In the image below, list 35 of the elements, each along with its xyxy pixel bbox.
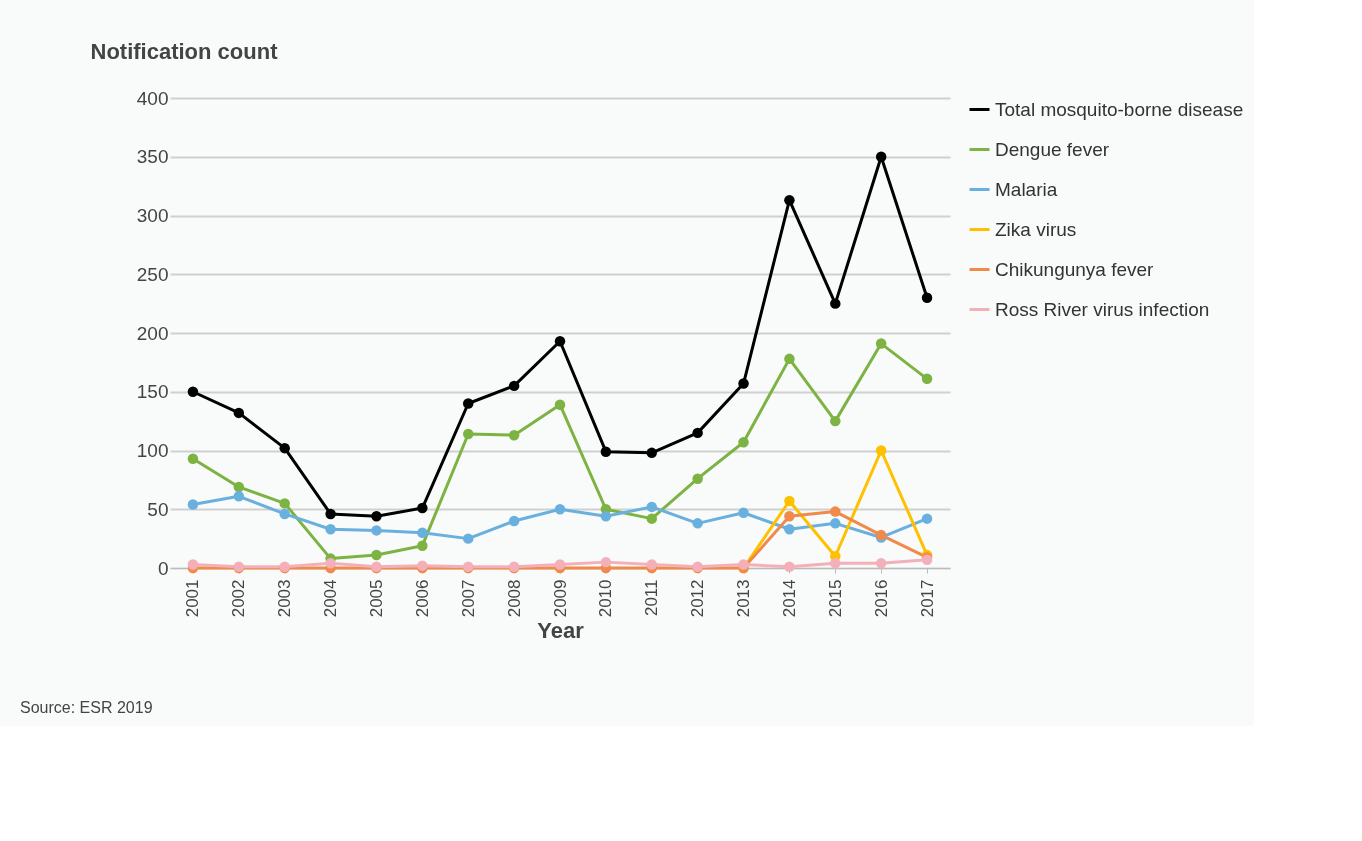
x-tick-label: 2007 bbox=[458, 579, 478, 618]
x-tick-label: 2016 bbox=[871, 579, 891, 618]
y-tick-label: 350 bbox=[136, 146, 169, 168]
x-axis-title: Year bbox=[537, 618, 585, 644]
source-note: Source: ESR 2019 bbox=[20, 699, 153, 716]
y-tick-label: 0 bbox=[157, 557, 169, 579]
y-tick-label: 150 bbox=[136, 381, 169, 403]
x-tick-label: 2006 bbox=[412, 579, 432, 618]
legend-label: Malaria bbox=[995, 178, 1058, 200]
x-tick-label: 2013 bbox=[734, 579, 754, 618]
y-tick-label: 400 bbox=[136, 87, 169, 109]
x-tick-label: 2012 bbox=[688, 579, 708, 618]
y-tick-label: 300 bbox=[136, 205, 169, 226]
x-tick-label: 2008 bbox=[504, 579, 524, 618]
y-tick-label: 250 bbox=[136, 263, 169, 285]
y-tick-label: 200 bbox=[136, 322, 169, 344]
x-tick-label: 2014 bbox=[779, 579, 799, 618]
x-tick-label: 2017 bbox=[917, 579, 937, 618]
x-tick-label: 2005 bbox=[366, 579, 386, 618]
x-tick-label: 2003 bbox=[275, 579, 295, 618]
legend-label: Zika virus bbox=[995, 218, 1077, 240]
x-tick-label: 2001 bbox=[183, 579, 203, 618]
x-tick-label: 2004 bbox=[321, 579, 341, 618]
x-tick-label: 2010 bbox=[596, 579, 616, 618]
x-tick-label: 2002 bbox=[229, 579, 249, 618]
x-tick-label: 2015 bbox=[825, 579, 845, 618]
legend-label: Total mosquito-borne disease bbox=[995, 98, 1244, 120]
legend-label: Chikungunya fever bbox=[995, 258, 1155, 280]
y-tick-label: 100 bbox=[136, 440, 169, 461]
legend-label: Dengue fever bbox=[995, 138, 1110, 160]
y-tick-label: 50 bbox=[147, 498, 169, 520]
y-axis-title: Notification count bbox=[90, 38, 279, 64]
x-tick-label: 2009 bbox=[550, 579, 570, 618]
legend-label: Ross River virus infection bbox=[995, 298, 1210, 320]
x-tick-label: 2011 bbox=[642, 579, 662, 617]
